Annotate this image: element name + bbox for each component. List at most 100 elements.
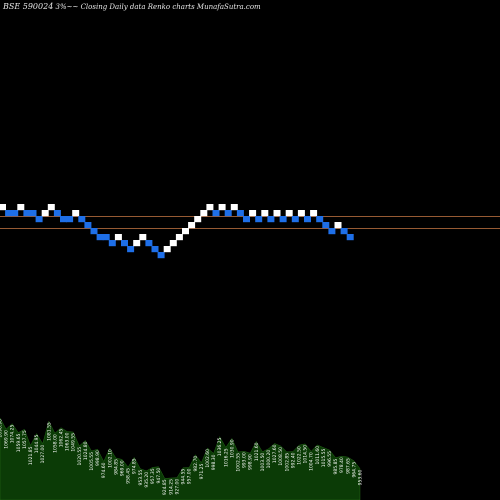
volume-label: 964.75 xyxy=(351,462,357,478)
renko-brick xyxy=(0,204,6,211)
renko-brick xyxy=(297,210,305,217)
volume-label: 1081.55 xyxy=(46,422,52,441)
volume-label: 974.85 xyxy=(132,458,138,474)
renko-brick xyxy=(218,204,226,211)
renko-brick xyxy=(78,216,86,223)
chart-title: BSE 590024 3%~~ Closing Daily data Renko… xyxy=(3,2,261,11)
renko-brick xyxy=(47,204,55,211)
volume-label: 1011.60 xyxy=(315,446,321,465)
volume-label: 987.65 xyxy=(345,458,351,474)
renko-brick xyxy=(145,240,153,247)
renko-brick xyxy=(261,210,269,217)
volume-label: 1016.25 xyxy=(223,448,229,467)
renko-brick xyxy=(5,210,13,217)
volume-label: 998.30 xyxy=(211,454,217,470)
volume-label: 998.90 xyxy=(95,450,101,466)
volume-label: 947.50 xyxy=(156,468,162,484)
renko-brick xyxy=(108,240,116,247)
renko-brick xyxy=(194,216,202,223)
renko-brick xyxy=(163,246,171,253)
volume-label: 982.70 xyxy=(193,456,199,472)
renko-brick xyxy=(310,210,318,217)
volume-label: 944.55 xyxy=(181,469,187,485)
volume-label: 1063.00 xyxy=(65,432,71,451)
renko-brick xyxy=(212,210,220,217)
renko-brick xyxy=(23,210,31,217)
renko-brick xyxy=(279,216,287,223)
renko-brick xyxy=(328,228,336,235)
volume-label: 971.25 xyxy=(199,463,205,479)
renko-brick xyxy=(151,246,159,253)
volume-label: 1020.55 xyxy=(77,447,83,466)
volume-label: 992.40 xyxy=(290,452,296,468)
volume-label: 935.20 xyxy=(144,472,150,488)
renko-brick xyxy=(41,210,49,217)
renko-brick xyxy=(188,222,196,229)
volume-label: 953.55 xyxy=(138,470,144,486)
volume-label: 1090.90 xyxy=(0,419,4,438)
volume-label: 1002.10 xyxy=(107,449,113,468)
renko-brick xyxy=(139,234,147,241)
renko-brick xyxy=(96,234,104,241)
renko-brick xyxy=(66,216,74,223)
renko-brick xyxy=(340,228,348,235)
renko-brick xyxy=(169,240,177,247)
volume-label: 1062.45 xyxy=(59,429,65,448)
renko-brick xyxy=(249,210,257,217)
renko-brick xyxy=(322,222,330,229)
volume-area xyxy=(0,417,361,500)
volume-label: 1014.50 xyxy=(303,445,309,464)
volume-label: 1059.65 xyxy=(16,433,22,452)
volume-label: 998.90 xyxy=(248,454,254,470)
volume-label: 1005.55 xyxy=(89,452,95,471)
renko-brick xyxy=(267,216,275,223)
volume-label: 978.40 xyxy=(339,457,345,473)
renko-brick xyxy=(29,210,37,217)
volume-label: 1058.00 xyxy=(52,434,58,453)
renko-brick xyxy=(285,210,293,217)
volume-label: 1015.55 xyxy=(321,448,327,467)
volume-label: 914.25 xyxy=(168,479,174,495)
renko-brick xyxy=(304,216,311,223)
volume-label: 1021.60 xyxy=(254,442,260,461)
volume-label: 958.45 xyxy=(126,468,132,484)
renko-brick xyxy=(316,216,324,223)
volume-label: 1049.55 xyxy=(71,433,77,452)
volume-label: 1002.60 xyxy=(205,449,211,468)
volume-label: 1000.20 xyxy=(266,450,272,469)
volume-label: 1074.25 xyxy=(10,425,16,444)
volume-label: 1027.60 xyxy=(272,444,278,463)
volume-label: 996.55 xyxy=(327,451,333,467)
volume-label: 1002.55 xyxy=(236,453,242,472)
renko-brick xyxy=(157,252,165,259)
volume-label: 1022.50 xyxy=(297,446,303,465)
volume-label: 1021.85 xyxy=(28,446,34,465)
volume-label: 1024.80 xyxy=(83,441,89,460)
volume-label: 1044.95 xyxy=(34,434,40,453)
renko-brick xyxy=(236,210,244,217)
volume-label: 957.00 xyxy=(187,468,193,484)
volume-label: 1003.50 xyxy=(260,453,266,472)
renko-brick xyxy=(11,210,19,217)
volume-label: 1002.85 xyxy=(284,453,290,472)
volume-label: 1008.50 xyxy=(278,447,284,466)
renko-brick xyxy=(175,234,183,241)
chart-description: 3%~~ Closing Daily data Renko charts Mun… xyxy=(55,3,261,11)
volume-label: 1027.00 xyxy=(40,445,46,464)
renko-brick xyxy=(17,204,25,211)
renko-brick xyxy=(127,246,135,253)
volume-label: 974.60 xyxy=(101,462,107,478)
volume-label: 1030.90 xyxy=(229,439,235,458)
chart-symbol: BSE 590024 xyxy=(3,2,54,11)
renko-brick xyxy=(90,228,98,235)
renko-brick xyxy=(121,240,128,247)
renko-brick xyxy=(182,228,189,235)
volume-label: 1057.75 xyxy=(22,430,28,449)
renko-brick xyxy=(53,210,61,217)
volume-label: 969.00 xyxy=(120,460,126,476)
volume-label: 984.85 xyxy=(113,459,119,475)
volume-label: 993.00 xyxy=(242,452,248,468)
renko-brick xyxy=(334,222,342,229)
